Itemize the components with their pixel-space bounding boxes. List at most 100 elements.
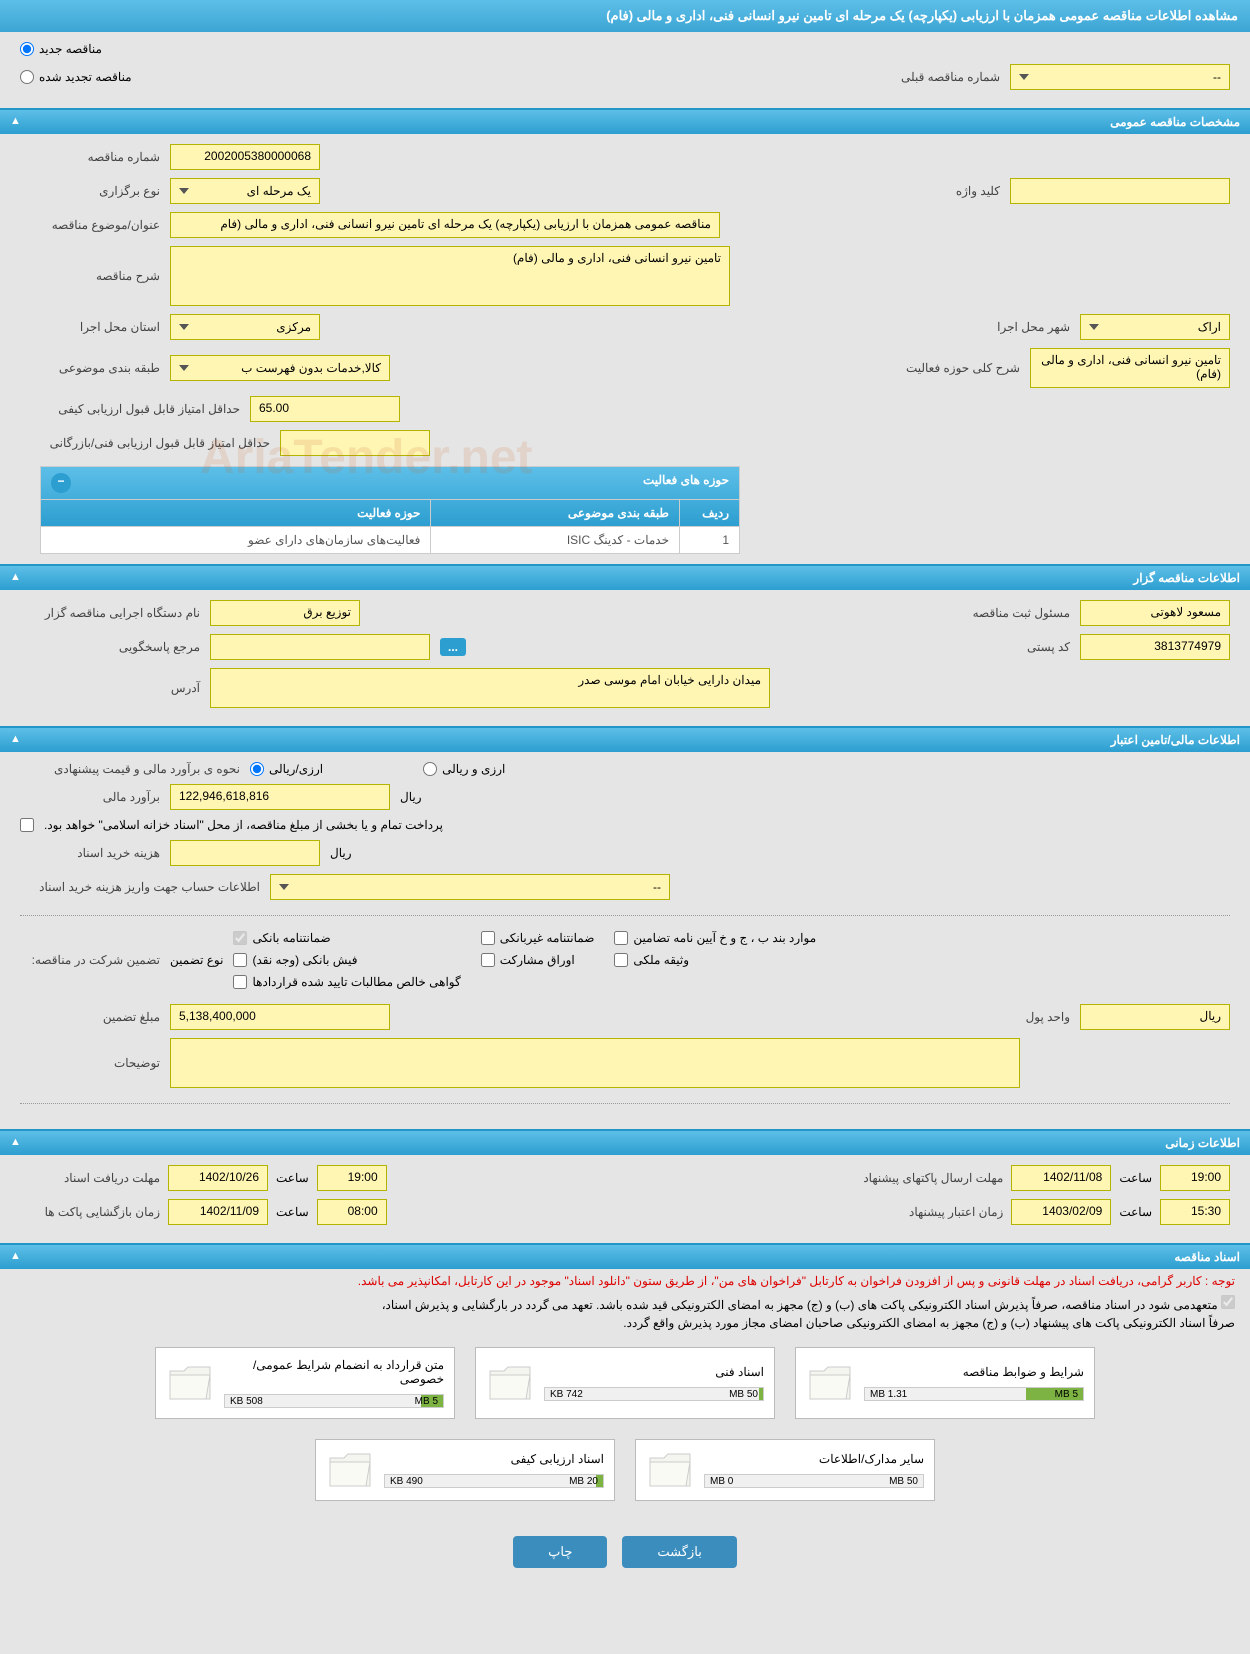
address-field: میدان دارایی خیابان امام موسی صدر	[210, 668, 770, 708]
file-progress: 50 MB 0 MB	[704, 1474, 924, 1488]
radio-new-label: مناقصه جدید	[39, 42, 102, 56]
validity-date: 1403/02/09	[1011, 1199, 1111, 1225]
activity-table: حوزه های فعالیت − ردیف طبقه بندی موضوعی …	[40, 466, 740, 554]
type-dropdown[interactable]: یک مرحله ای	[170, 178, 320, 204]
province-dropdown[interactable]: مرکزی	[170, 314, 320, 340]
payment-note: پرداخت تمام و یا بخشی از مبلغ مناقصه، از…	[44, 818, 443, 832]
file-progress: 20 MB 490 KB	[384, 1474, 604, 1488]
guarantee-amount-label: مبلغ تضمین	[20, 1010, 160, 1024]
method-label: نحوه ی برآورد مالی و قیمت پیشنهادی	[20, 762, 240, 776]
postal-field: 3813774979	[1080, 634, 1230, 660]
province-label: استان محل اجرا	[20, 320, 160, 334]
file-progress: 50 MB 742 KB	[544, 1387, 764, 1401]
collapse-icon[interactable]: ▲	[10, 733, 21, 745]
file-title: متن قرارداد به انضمام شرایط عمومی/خصوصی	[224, 1358, 444, 1386]
keyword-field[interactable]	[1010, 178, 1230, 204]
contact-label: مرجع پاسخگویی	[20, 640, 200, 654]
contact-field[interactable]	[210, 634, 430, 660]
chk-receivables[interactable]	[233, 975, 247, 989]
send-label: مهلت ارسال پاکتهای پیشنهاد	[833, 1171, 1003, 1185]
subject-field: مناقصه عمومی همزمان با ارزیابی (یکپارچه)…	[170, 212, 720, 238]
folder-icon	[166, 1363, 214, 1403]
category-label: طبقه بندی موضوعی	[20, 361, 160, 375]
collapse-icon[interactable]: ▲	[10, 115, 21, 127]
file-box[interactable]: اسناد ارزیابی کیفی 20 MB 490 KB	[315, 1439, 615, 1501]
type-label: نوع برگزاری	[20, 184, 160, 198]
radio-both-label: ارزی و ریالی	[442, 762, 505, 776]
docs-notice-3: صرفاً اسناد الکترونیکی پاکت های پیشنهاد …	[0, 1314, 1250, 1332]
prev-num-dropdown[interactable]: --	[1010, 64, 1230, 90]
file-title: اسناد فنی	[544, 1365, 764, 1379]
radio-renewed-label: مناقصه تجدید شده	[39, 70, 132, 84]
desc-label: شرح مناقصه	[20, 269, 160, 283]
validity-label: زمان اعتبار پیشنهاد	[833, 1205, 1003, 1219]
file-box[interactable]: اسناد فنی 50 MB 742 KB	[475, 1347, 775, 1419]
folder-icon	[326, 1450, 374, 1490]
category-dropdown[interactable]: کالا,خدمات بدون فهرست ب	[170, 355, 390, 381]
keyword-label: کلید واژه	[920, 184, 1000, 198]
radio-renewed-tender[interactable]	[20, 70, 34, 84]
receive-time: 19:00	[317, 1165, 387, 1191]
prev-num-label: شماره مناقصه قبلی	[860, 70, 1000, 84]
radio-both[interactable]	[423, 762, 437, 776]
section-docs: اسناد مناقصه ▲	[0, 1243, 1250, 1269]
tender-num-field: 2002005380000068	[170, 144, 320, 170]
time-label: ساعت	[276, 1205, 309, 1219]
postal-label: کد پستی	[990, 640, 1070, 654]
guarantee-amount-field: 5,138,400,000	[170, 1004, 390, 1030]
file-box[interactable]: متن قرارداد به انضمام شرایط عمومی/خصوصی …	[155, 1347, 455, 1419]
minimize-icon[interactable]: −	[51, 473, 71, 493]
chk-items[interactable]	[614, 931, 628, 945]
city-dropdown[interactable]: اراک	[1080, 314, 1230, 340]
file-title: اسناد ارزیابی کیفی	[384, 1452, 604, 1466]
unit-label: واحد پول	[990, 1010, 1070, 1024]
purchase-cost-label: هزینه خرید اسناد	[20, 846, 160, 860]
browse-button[interactable]: ...	[440, 638, 466, 656]
purchase-cost-field[interactable]	[170, 840, 320, 866]
docs-notice-1: توجه : کاربر گرامی، دریافت اسناد در مهلت…	[0, 1269, 1250, 1293]
chk-bank[interactable]	[233, 931, 247, 945]
radio-rial[interactable]	[250, 762, 264, 776]
notes-field[interactable]	[170, 1038, 1020, 1088]
subject-label: عنوان/موضوع مناقصه	[20, 218, 160, 232]
time-label: ساعت	[1119, 1205, 1152, 1219]
min-tech-field	[280, 430, 430, 456]
open-label: زمان بازگشایی پاکت ها	[20, 1205, 160, 1219]
section-financial: اطلاعات مالی/تامین اعتبار ▲	[0, 726, 1250, 752]
currency-label-2: ریال	[330, 846, 352, 860]
account-label: اطلاعات حساب جهت واریز هزینه خرید اسناد	[20, 880, 260, 894]
address-label: آدرس	[20, 681, 200, 695]
file-box[interactable]: سایر مدارک/اطلاعات 50 MB 0 MB	[635, 1439, 935, 1501]
chk-bonds[interactable]	[481, 953, 495, 967]
file-box[interactable]: شرایط و ضوابط مناقصه 5 MB 1.31 MB	[795, 1347, 1095, 1419]
activity-desc-label: شرح کلی حوزه فعالیت	[890, 361, 1020, 375]
section-general: مشخصات مناقصه عمومی ▲	[0, 108, 1250, 134]
payment-checkbox[interactable]	[20, 818, 34, 832]
responsible-label: مسئول ثبت مناقصه	[930, 606, 1070, 620]
file-title: شرایط و ضوابط مناقصه	[864, 1365, 1084, 1379]
chk-property[interactable]	[614, 953, 628, 967]
radio-new-tender[interactable]	[20, 42, 34, 56]
estimate-label: برآورد مالی	[20, 790, 160, 804]
responsible-field: مسعود لاهوتی	[1080, 600, 1230, 626]
guarantee-label: تضمین شرکت در مناقصه:	[20, 953, 160, 967]
print-button[interactable]: چاپ	[513, 1536, 607, 1568]
org-label: نام دستگاه اجرایی مناقصه گزار	[20, 606, 200, 620]
docs-notice-2: متعهدمی شود در اسناد مناقصه، صرفاً پذیرش…	[382, 1298, 1218, 1312]
back-button[interactable]: بازگشت	[622, 1536, 736, 1568]
open-date: 1402/11/09	[168, 1199, 268, 1225]
estimate-field: 122,946,618,816	[170, 784, 390, 810]
collapse-icon[interactable]: ▲	[10, 1136, 21, 1148]
activity-desc-field: تامین نیرو انسانی فنی، اداری و مالی (فام…	[1030, 348, 1230, 388]
account-dropdown[interactable]: --	[270, 874, 670, 900]
chk-cash[interactable]	[233, 953, 247, 967]
docs-chk	[1221, 1295, 1235, 1309]
tender-num-label: شماره مناقصه	[20, 150, 160, 164]
chk-nonbank[interactable]	[481, 931, 495, 945]
collapse-icon[interactable]: ▲	[10, 1250, 21, 1262]
col-row: ردیف	[680, 500, 740, 527]
min-score-field: 65.00	[250, 396, 400, 422]
notes-label: توضیحات	[20, 1056, 160, 1070]
collapse-icon[interactable]: ▲	[10, 571, 21, 583]
min-score-label: حداقل امتیاز قابل قبول ارزیابی کیفی	[20, 402, 240, 416]
